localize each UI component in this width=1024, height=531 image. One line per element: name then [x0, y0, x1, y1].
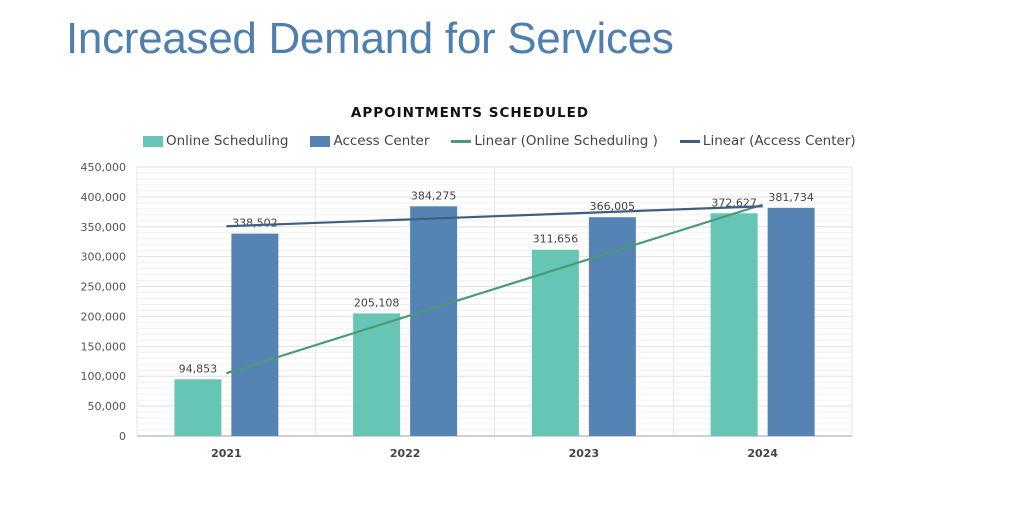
legend-linear-access: Linear (Access Center): [679, 133, 856, 149]
y-tick-label: 200,000: [81, 310, 127, 323]
legend-access-center: Access Center: [310, 133, 429, 149]
legend-linear-online: Linear (Online Scheduling ): [451, 133, 658, 149]
x-tick-label: 2021: [211, 447, 242, 460]
y-tick-label: 150,000: [81, 340, 127, 353]
y-tick-label: 0: [119, 430, 126, 443]
data-label: 381,734: [768, 191, 814, 204]
legend-line: [451, 139, 472, 143]
data-label: 384,275: [411, 189, 457, 202]
legend-online-scheduling: Online Scheduling: [143, 133, 288, 149]
y-tick-label: 50,000: [88, 400, 127, 413]
data-label: 311,656: [533, 233, 579, 246]
chart-legend: Online Scheduling Access Center Linear (…: [143, 133, 856, 149]
bar-access-center: [410, 206, 458, 436]
y-tick-label: 450,000: [81, 161, 127, 174]
bar-online-scheduling: [353, 313, 401, 436]
bar-online-scheduling: [710, 213, 758, 436]
data-label: 94,853: [179, 362, 218, 375]
bar-access-center: [231, 233, 279, 436]
chart-title: APPOINTMENTS SCHEDULED: [350, 105, 590, 121]
x-tick-label: 2022: [390, 447, 421, 460]
y-tick-label: 300,000: [81, 251, 127, 264]
legend-label: Linear (Access Center): [702, 133, 856, 149]
y-tick-label: 250,000: [81, 281, 127, 294]
trendline-online-scheduling: [226, 203, 763, 375]
data-label: 338,502: [232, 217, 278, 230]
y-tick-label: 400,000: [81, 191, 127, 204]
data-label: 366,005: [590, 200, 636, 213]
bar-access-center: [767, 207, 815, 436]
legend-line: [679, 139, 700, 143]
legend-label: Access Center: [333, 133, 430, 149]
legend-swatch: [310, 135, 331, 147]
y-tick-label: 350,000: [81, 221, 127, 234]
bar-online-scheduling: [174, 379, 222, 436]
x-tick-label: 2024: [747, 447, 778, 460]
y-tick-label: 100,000: [81, 370, 127, 383]
slide-title: Increased Demand for Services: [66, 14, 674, 63]
x-tick-label: 2023: [569, 447, 600, 460]
bar-online-scheduling: [531, 249, 579, 436]
legend-label: Online Scheduling: [166, 133, 289, 149]
data-label: 205,108: [354, 296, 400, 309]
trendline-access-center: [226, 205, 763, 228]
bar-access-center: [588, 217, 636, 436]
legend-label: Linear (Online Scheduling ): [474, 133, 658, 149]
legend-swatch: [143, 135, 163, 147]
